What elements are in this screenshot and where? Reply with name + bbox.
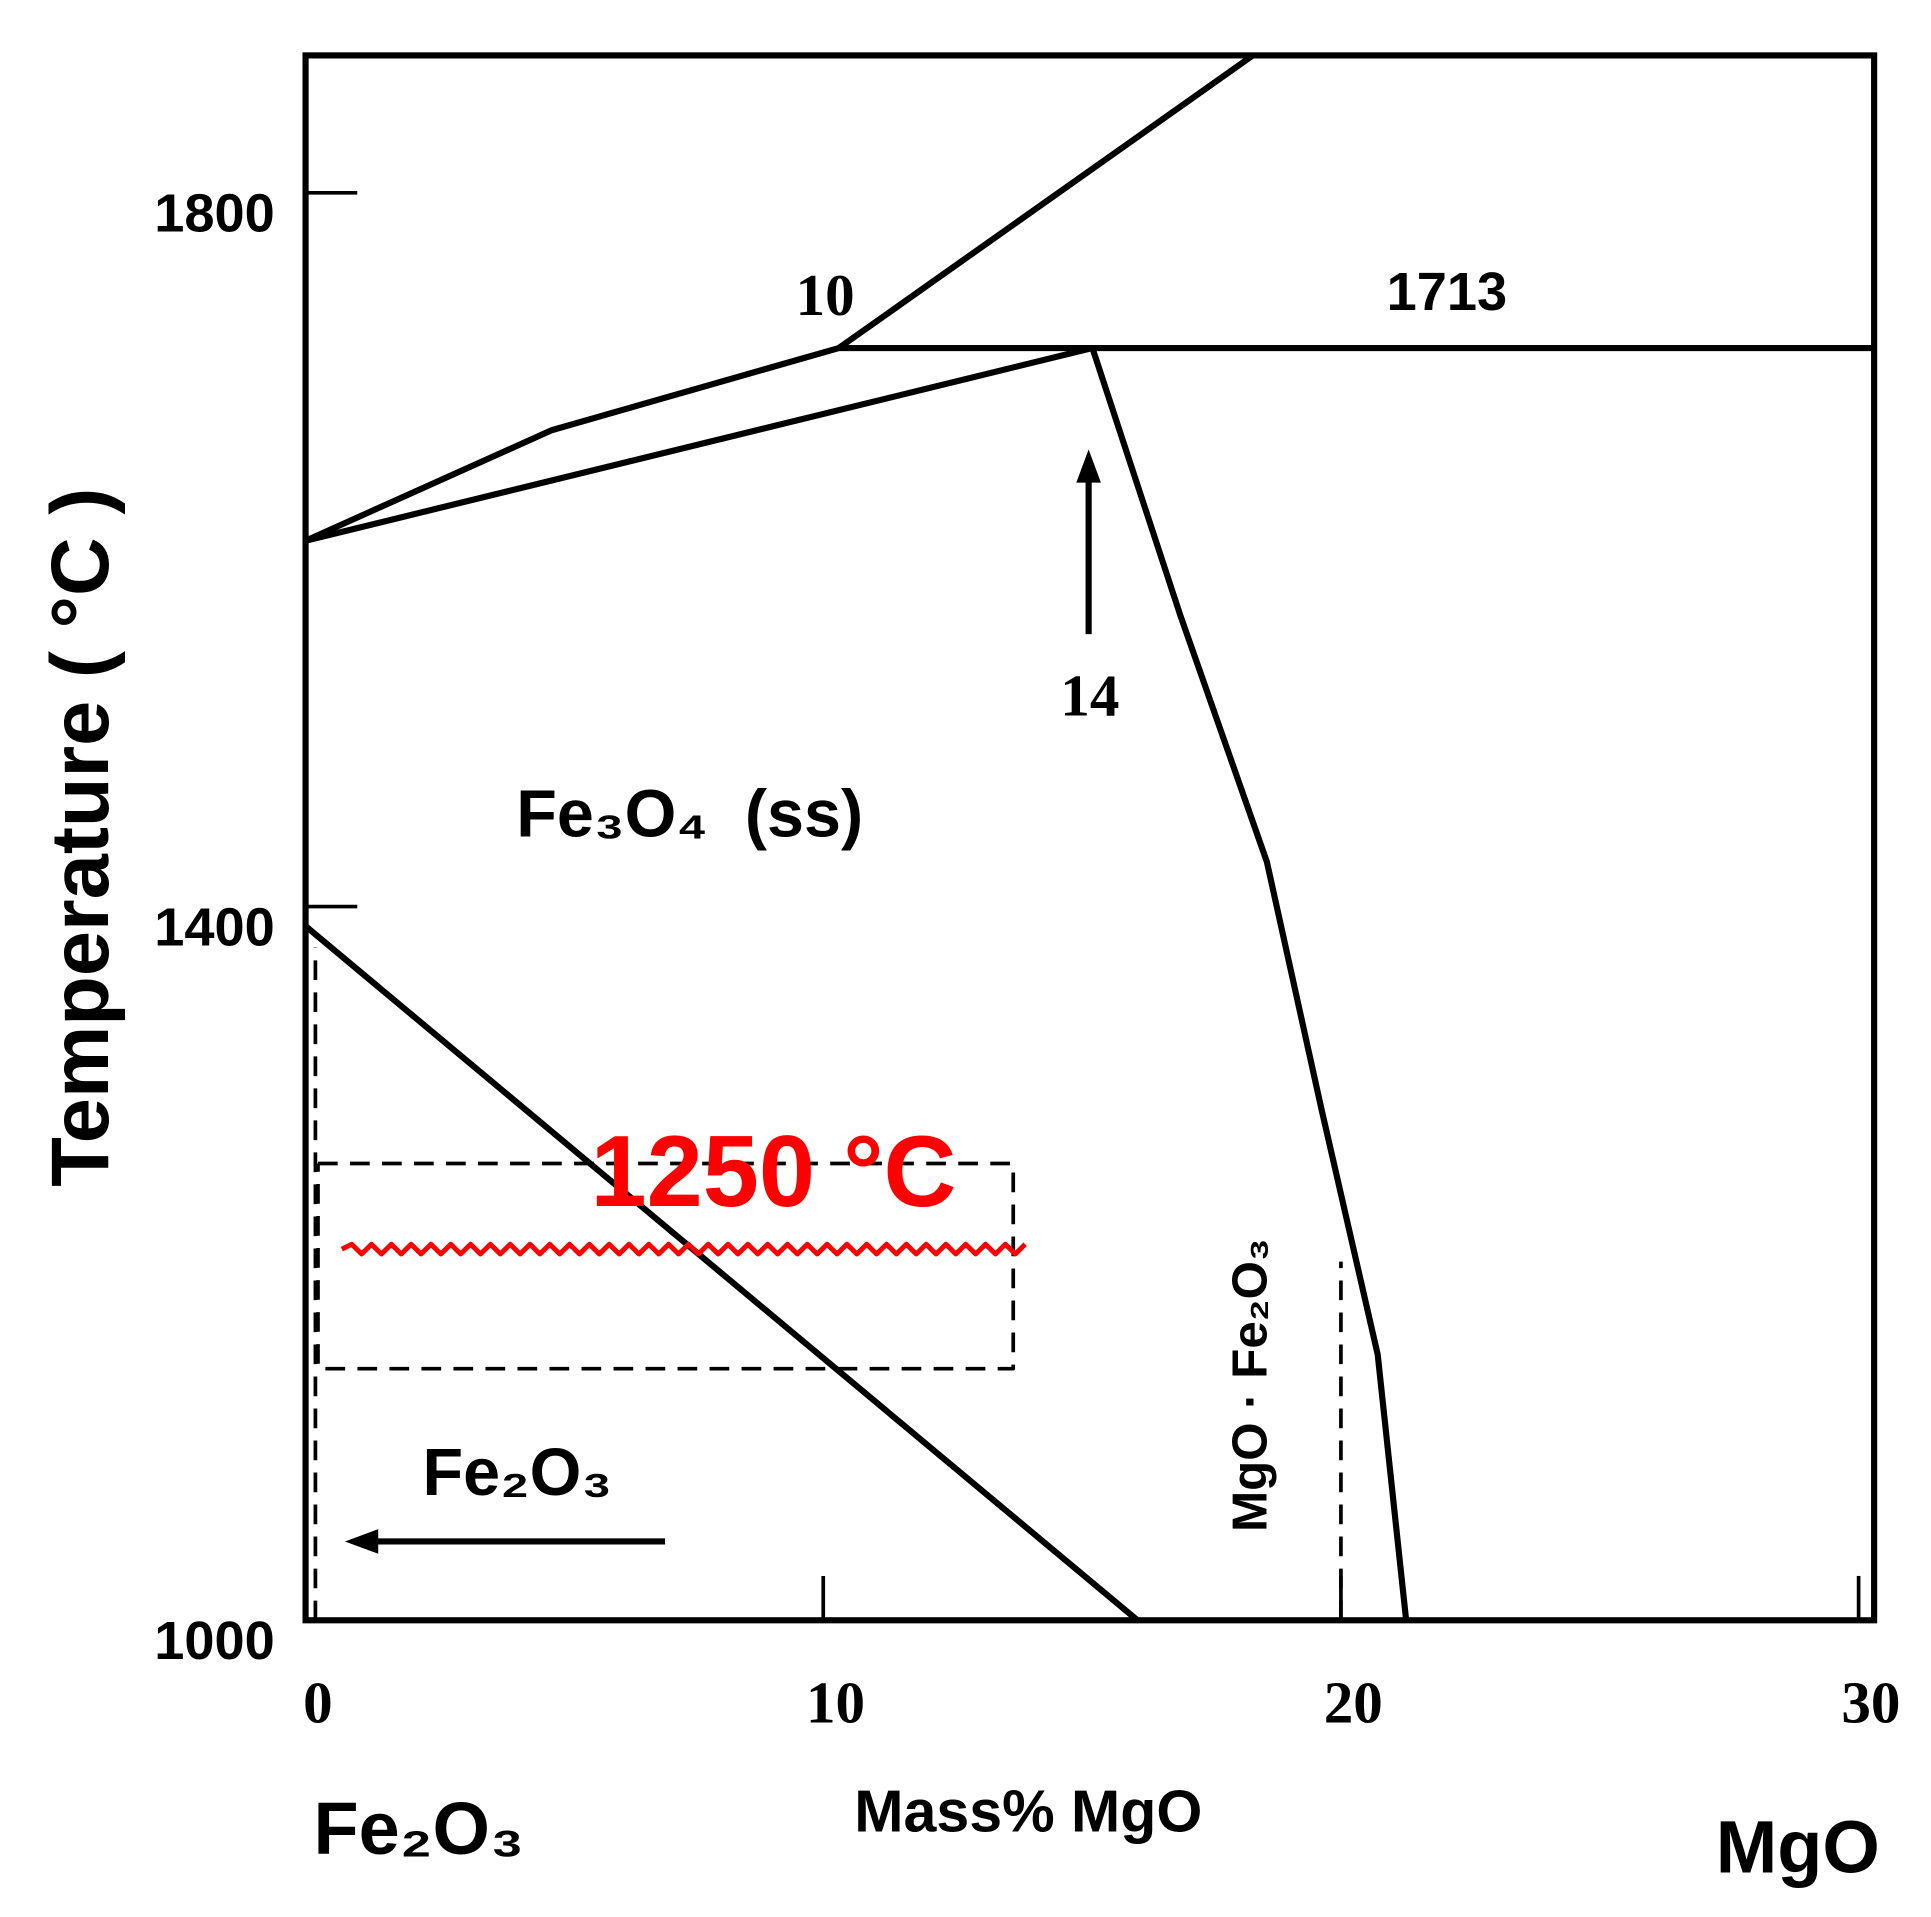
x-tick-label: 30 <box>1841 1669 1900 1735</box>
x-axis-label: Mass% MgO <box>854 1779 1202 1845</box>
y-tick-label: 1800 <box>154 184 274 244</box>
phase-boundary <box>304 345 840 544</box>
y-tick-label: 1000 <box>154 1611 274 1671</box>
marks <box>303 52 1875 1623</box>
annotation: Fe₃O₄ (ss) <box>516 777 863 851</box>
phase-boundary <box>1089 347 1410 1621</box>
annotation: MgO · Fe₂O₃ <box>1223 1238 1278 1532</box>
x-tick-label: 10 <box>806 1669 865 1735</box>
component-label: MgO <box>1716 1805 1880 1888</box>
arrow-head <box>344 1529 379 1554</box>
component-label: Fe₂O₃ <box>314 1787 525 1870</box>
annotation: 10 <box>796 262 855 328</box>
phase-boundary <box>303 923 1140 1623</box>
annotation: Fe₂O₃ <box>423 1436 613 1510</box>
y-axis-label: Temperature ( °C ) <box>35 488 126 1187</box>
plot-frame <box>302 52 1878 1624</box>
y-tick-label: 1400 <box>154 897 274 957</box>
x-tick-label: 0 <box>303 1669 333 1735</box>
dashed-line <box>316 1161 1016 1371</box>
arrow-head <box>1076 449 1101 483</box>
x-tick-label: 20 <box>1324 1669 1383 1735</box>
annotation: 1713 <box>1387 262 1507 322</box>
phase-boundary <box>304 345 1094 544</box>
phase-boundary <box>837 52 1255 351</box>
annotation: 14 <box>1060 662 1119 728</box>
isotherm-line <box>340 1241 1027 1257</box>
annotation: 1250 °C <box>591 1116 957 1228</box>
